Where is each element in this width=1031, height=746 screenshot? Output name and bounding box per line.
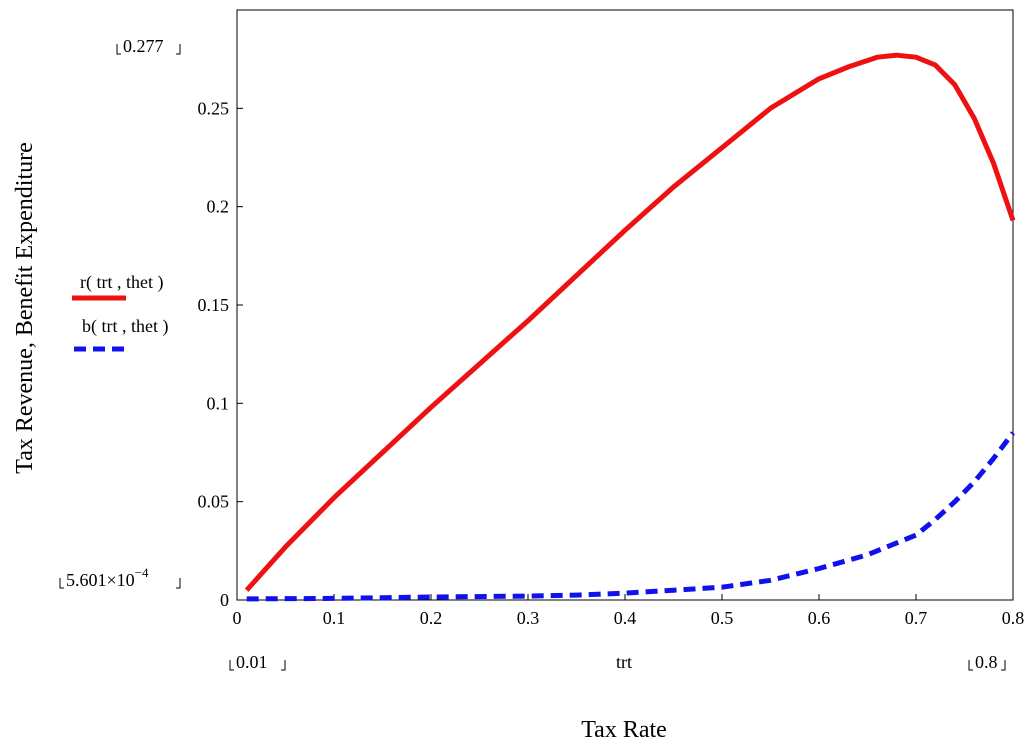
- series-layer: [244, 52, 1016, 602]
- x-range-max-bracket-right: [1001, 660, 1006, 671]
- x-tick-label: 0.8: [1002, 608, 1025, 628]
- y-range-min-exponent: −4: [135, 565, 149, 580]
- series-line-revenue: [244, 52, 1016, 592]
- y-range-max-label: 0.277: [123, 36, 164, 56]
- series-line-benefit: [246, 431, 1015, 602]
- legend-label-benefit: b( trt , thet ): [82, 316, 168, 337]
- y-range-min-marker: 5.601×10−4: [59, 565, 181, 590]
- y-range-min-mantissa: 5.601×10: [66, 570, 135, 590]
- x-range-min-bracket-right: [281, 660, 286, 671]
- x-tick-label: 0.7: [905, 608, 928, 628]
- y-range-min-bracket-right: [176, 578, 181, 589]
- x-tick-label: 0.6: [808, 608, 831, 628]
- y-tick-label: 0: [220, 590, 229, 610]
- y-range-max-marker: 0.277: [116, 36, 181, 56]
- plot-frame: [236, 9, 1014, 601]
- x-range-max-bracket-left: [968, 660, 973, 671]
- legend-label-revenue: r( trt , thet ): [80, 272, 163, 293]
- y-range-max-bracket-right: [176, 44, 181, 55]
- y-tick-label: 0.1: [207, 393, 230, 413]
- x-range-min-marker: 0.01: [229, 652, 286, 672]
- x-tick-label: 0.1: [323, 608, 346, 628]
- y-range-max-bracket-left: [116, 44, 121, 55]
- x-axis-title: Tax Rate: [581, 717, 667, 743]
- y-range-min-bracket-left: [59, 578, 64, 589]
- x-tick-label: 0.5: [711, 608, 734, 628]
- x-range-min-bracket-left: [229, 660, 234, 671]
- y-range-min-label: 5.601×10−4: [66, 565, 149, 590]
- legend: r( trt , thet ) b( trt , thet ): [72, 272, 168, 352]
- y-tick-label: 0.2: [207, 197, 230, 217]
- x-tick-label: 0.3: [517, 608, 540, 628]
- x-variable-label: trt: [616, 652, 632, 672]
- y-tick-label: 0.25: [198, 98, 230, 118]
- x-range-max-marker: 0.8: [968, 652, 1006, 672]
- y-axis-title: Tax Revenue, Benefit Expenditure: [12, 142, 38, 474]
- x-range-min-label: 0.01: [236, 652, 268, 672]
- y-tick-label: 0.05: [198, 492, 230, 512]
- ticks: 0 0.1 0.2 0.3 0.4 0.5 0.6 0.7 0.8 0 0.05 0.1 0.15 0.2…: [198, 98, 1025, 628]
- x-range-max-label: 0.8: [975, 652, 998, 672]
- x-tick-label: 0: [233, 608, 242, 628]
- y-tick-label: 0.15: [198, 295, 230, 315]
- x-tick-label: 0.2: [420, 608, 443, 628]
- x-tick-label: 0.4: [614, 608, 637, 628]
